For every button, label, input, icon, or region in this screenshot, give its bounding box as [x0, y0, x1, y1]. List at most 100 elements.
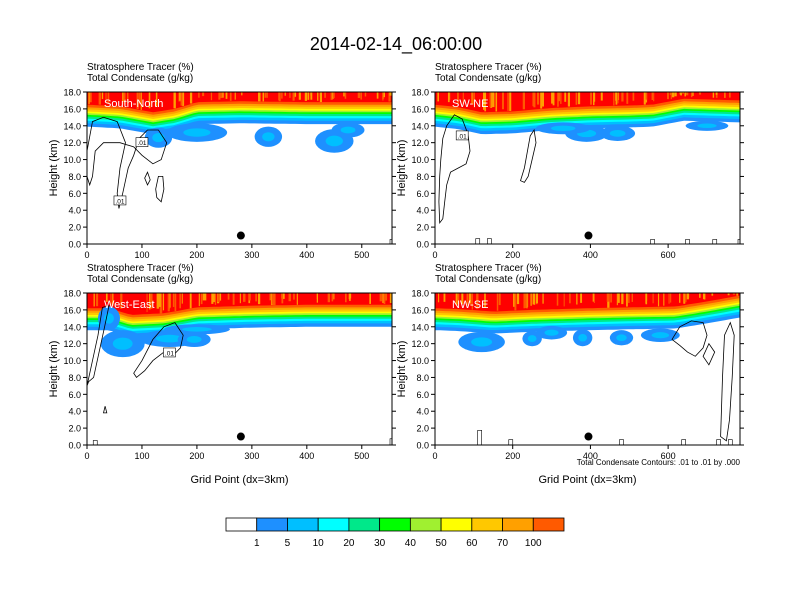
- tracer-blob-core: [152, 133, 165, 143]
- tracer-blob-core: [262, 132, 275, 142]
- x-tick-label: 500: [354, 250, 369, 260]
- y-tick-label: 6.0: [68, 189, 81, 199]
- condensate-contour: [102, 406, 108, 414]
- contour-field-label: Total Condensate (g/kg): [435, 274, 541, 285]
- y-tick-label: 10.0: [411, 356, 429, 366]
- x-tick-label: 300: [244, 250, 259, 260]
- tracer-blob-core: [155, 334, 184, 343]
- panel-name-label: West-East: [104, 299, 155, 311]
- x-tick-label: 0: [432, 250, 437, 260]
- y-tick-label: 2.0: [68, 223, 81, 233]
- y-tick-label: 0.0: [68, 441, 81, 451]
- contour-field-label: Total Condensate (g/kg): [435, 73, 541, 84]
- condensate-contour: [133, 322, 184, 378]
- panel-name-label: NW-SE: [452, 299, 488, 311]
- tracer-blob-core: [112, 337, 133, 350]
- colorbar-box: [287, 517, 319, 532]
- x-tick-label: 200: [189, 451, 204, 461]
- panel-name-label: SW-NE: [452, 98, 488, 110]
- colorbar-box: [348, 517, 381, 532]
- y-tick-label: 10.0: [63, 155, 81, 165]
- contour-label-text: .01: [137, 140, 146, 147]
- y-tick-label: 0.0: [68, 240, 81, 250]
- plot-frame: [434, 91, 741, 245]
- tracer-blob-core: [340, 126, 356, 134]
- y-axis-label: Height (km): [48, 140, 60, 197]
- condensate-contour: [144, 171, 151, 186]
- condensate-contour: [520, 128, 537, 183]
- y-tick-label: 8.0: [68, 172, 81, 182]
- plot-area: .01: [435, 92, 740, 244]
- x-tick-label: 0: [84, 250, 89, 260]
- contour-field-label: Total Condensate (g/kg): [87, 274, 193, 285]
- surface-contour: [389, 239, 392, 244]
- tracer-blob-core: [697, 123, 717, 129]
- plot-frame: [86, 292, 393, 446]
- colorbar-label: 5: [285, 538, 291, 549]
- colorbar-box: [440, 517, 473, 532]
- tracer-blob-core: [616, 334, 627, 342]
- surface-contour: [477, 430, 482, 445]
- x-tick-label: 200: [505, 250, 520, 260]
- y-tick-label: 6.0: [416, 390, 429, 400]
- y-tick-label: 18.0: [411, 88, 429, 98]
- y-tick-label: 6.0: [416, 189, 429, 199]
- surface-contour: [727, 439, 733, 445]
- contour-label-box: [135, 137, 149, 147]
- condensate-contour: [671, 320, 708, 357]
- surface-contour: [389, 438, 392, 445]
- x-tick-label: 600: [661, 451, 676, 461]
- y-tick-label: 16.0: [63, 305, 81, 315]
- y-tick-label: 18.0: [63, 88, 81, 98]
- x-tick-label: 400: [583, 250, 598, 260]
- x-tick-label: 100: [134, 451, 149, 461]
- plot-area: .01 .01: [87, 92, 392, 244]
- y-tick-label: 14.0: [63, 121, 81, 131]
- x-axis-label: Grid Point (dx=3km): [190, 474, 288, 486]
- y-tick-label: 6.0: [68, 390, 81, 400]
- colorbar-label: 70: [497, 538, 509, 549]
- y-tick-label: 4.0: [416, 206, 429, 216]
- contour-label-text: .01: [115, 198, 124, 205]
- y-tick-label: 14.0: [411, 121, 429, 131]
- y-tick-label: 4.0: [68, 206, 81, 216]
- surface-contour: [475, 238, 481, 244]
- field-label: Stratosphere Tracer (%): [435, 263, 542, 274]
- x-tick-label: 0: [432, 451, 437, 461]
- contour-label-box: [163, 347, 176, 358]
- colorbar-box: [409, 517, 442, 532]
- x-tick-label: 0: [84, 451, 89, 461]
- colorbar-label: 50: [436, 538, 448, 549]
- colorbar-label: 20: [343, 538, 355, 549]
- contour-label: .01: [163, 347, 176, 358]
- y-tick-label: 16.0: [63, 104, 81, 114]
- tracer-blob-core: [609, 129, 626, 137]
- plot-frame: [86, 91, 393, 245]
- y-axis-label: Height (km): [48, 341, 60, 398]
- y-tick-label: 2.0: [416, 223, 429, 233]
- y-axis-label: Height (km): [396, 341, 408, 398]
- panels-group: Stratosphere Tracer (%)Total Condensate …: [48, 62, 744, 486]
- colorbar-label: 100: [525, 538, 542, 549]
- contour-label-box: [113, 195, 127, 206]
- y-tick-label: 2.0: [416, 424, 429, 434]
- colorbar-box: [532, 517, 565, 532]
- colorbar-label: 60: [466, 538, 478, 549]
- tracer-blob-core: [471, 337, 493, 347]
- contour-label: .01: [455, 130, 469, 141]
- y-tick-label: 4.0: [416, 407, 429, 417]
- tracer-blob-core: [325, 135, 343, 147]
- colorbar-box: [471, 517, 503, 532]
- y-tick-label: 0.0: [416, 240, 429, 250]
- panel-sn: Stratosphere Tracer (%)Total Condensate …: [48, 62, 396, 260]
- colorbar-box: [502, 517, 534, 532]
- contour-label-text: .01: [458, 133, 467, 140]
- contour-label-box: [455, 130, 469, 141]
- y-tick-label: 0.0: [416, 441, 429, 451]
- condensate-contour: [438, 114, 471, 225]
- tracer-blob-core: [104, 313, 114, 324]
- colorbar: 1 5 10 20 30 40 50 60 70 100: [225, 517, 565, 549]
- colorbar-label: 40: [405, 538, 417, 549]
- condensate-contour: [702, 342, 716, 366]
- surface-contour: [737, 239, 740, 244]
